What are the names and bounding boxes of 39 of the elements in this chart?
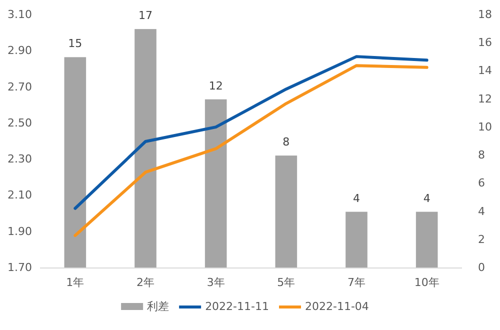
y2-tick-label: 6 [478,176,485,190]
bar [416,212,438,268]
y-tick-label: 3.10 [8,8,32,22]
bar [134,29,156,268]
bar [64,57,86,268]
y-tick-label: 2.90 [8,44,32,58]
data-label: 8 [282,136,290,149]
y-tick-label: 1.70 [8,261,32,274]
data-label: 4 [353,192,360,205]
y2-tick-label: 14 [478,64,492,78]
y2-tick-label: 2 [478,232,485,246]
legend-label: 2022-11-04 [305,300,369,314]
x-tick-label: 3年 [206,276,225,290]
data-label: 17 [138,9,152,22]
x-tick-label: 5年 [277,276,296,290]
x-tick-label: 1年 [66,276,84,290]
bar [275,156,298,268]
x-tick-label: 2年 [136,276,154,290]
data-label: 4 [423,192,430,205]
y2-tick-label: 0 [478,261,485,274]
bar [204,99,227,268]
y2-tick-label: 8 [478,148,485,162]
y2-tick-label: 10 [478,120,492,134]
y-tick-label: 2.50 [8,116,32,130]
x-tick-label: 7年 [348,276,366,290]
y-tick-label: 2.30 [8,152,32,166]
data-label: 15 [68,37,82,50]
y2-tick-label: 4 [478,204,485,218]
data-label: 12 [208,79,223,92]
legend-label: 利差 [147,300,170,314]
y-tick-label: 2.10 [8,188,32,202]
bar [346,212,368,268]
legend-label: 2022-11-11 [205,300,269,314]
y2-tick-label: 12 [478,92,492,106]
y2-tick-label: 16 [478,36,492,50]
y-tick-label: 1.90 [8,224,32,238]
y2-tick-label: 18 [478,8,492,22]
y-tick-label: 2.70 [8,80,32,94]
x-tick-label: 10年 [414,276,440,290]
